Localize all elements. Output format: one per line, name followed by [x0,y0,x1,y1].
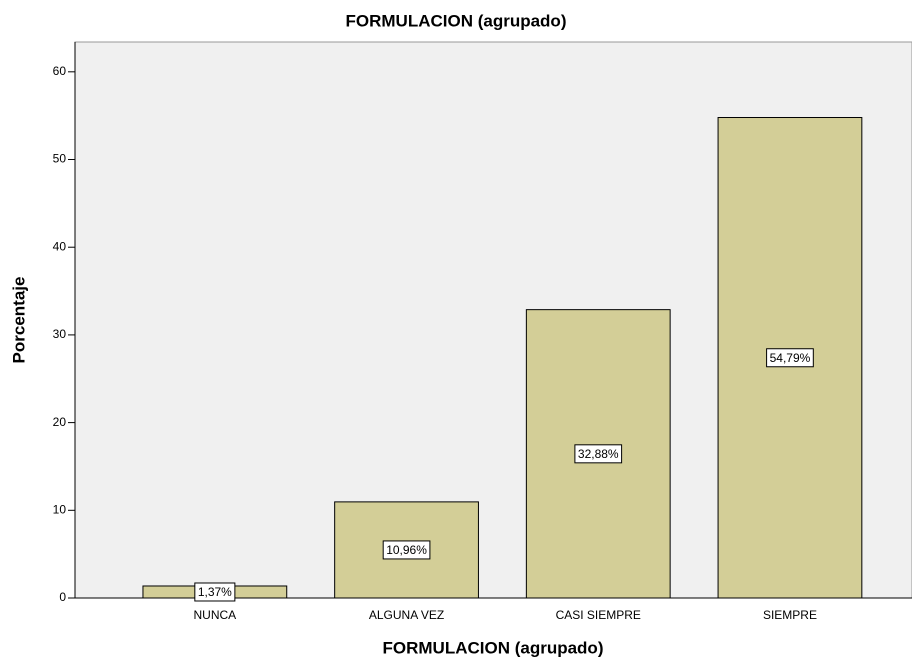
x-tick-label: SIEMPRE [763,608,817,622]
value-label-box [382,540,431,560]
y-axis-label: Porcentaje [9,277,28,364]
value-label-box [194,582,236,602]
x-tick-label: NUNCA [194,608,237,622]
x-tick-label: ALGUNA VEZ [369,608,444,622]
value-label-box [574,444,623,464]
chart-title: FORMULACION (agrupado) [346,11,567,30]
value-label: 54,79% [770,351,811,365]
y-tick-label: 30 [53,327,67,341]
y-tick-label: 20 [53,415,67,429]
value-label: 32,88% [578,447,619,461]
bar [525,309,671,599]
value-label-box [766,348,814,368]
value-label: 10,96% [386,543,427,557]
value-label: 1,37% [198,585,232,599]
y-tick-label: 10 [53,502,67,516]
y-tick-label: 50 [53,152,67,166]
y-tick-label: 0 [59,590,66,604]
y-tick-label: 60 [53,64,67,78]
x-tick-label: CASI SIEMPRE [556,608,641,622]
y-tick-label: 40 [53,239,67,253]
x-axis-label: FORMULACION (agrupado) [383,638,604,657]
